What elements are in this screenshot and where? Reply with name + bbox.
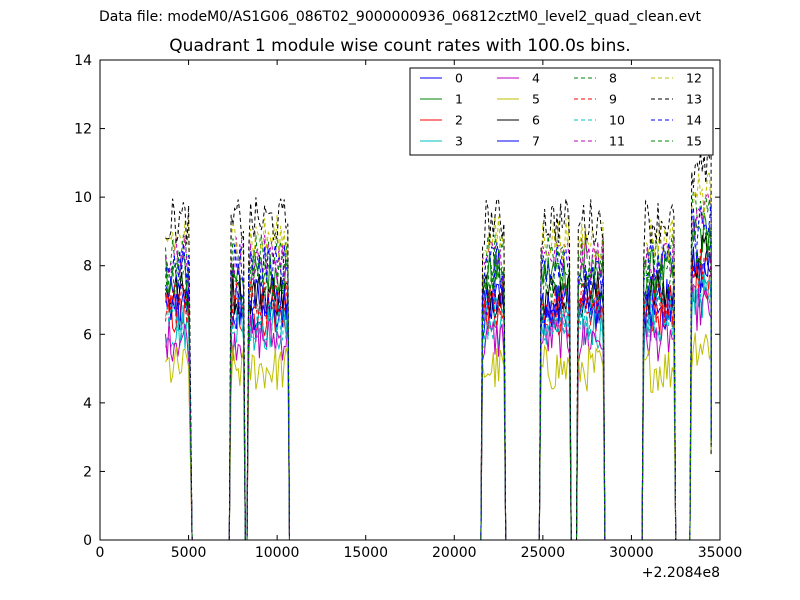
legend-label-0: 0 <box>455 71 463 86</box>
series-line-12 <box>165 169 712 541</box>
legend-label-11: 11 <box>609 134 625 149</box>
y-tick-label: 0 <box>83 533 92 549</box>
legend-label-14: 14 <box>686 113 702 128</box>
legend-label-1: 1 <box>455 92 463 107</box>
legend-label-9: 9 <box>609 92 617 107</box>
plot-frame <box>99 59 721 541</box>
legend-label-7: 7 <box>532 134 540 149</box>
y-tick-label: 10 <box>74 190 92 206</box>
x-tick-label: 5000 <box>171 545 207 561</box>
tick-layer: 0 5000 10000 15000 20000 25000 30000 35000 0 2 4 6 8… <box>74 53 742 561</box>
legend-label-3: 3 <box>455 134 463 149</box>
x-tick-label: 25000 <box>521 545 566 561</box>
series-line-13 <box>165 150 712 541</box>
legend-label-15: 15 <box>686 134 702 149</box>
series-line-10 <box>165 274 712 541</box>
legend-label-12: 12 <box>686 71 702 86</box>
legend-label-13: 13 <box>686 92 702 107</box>
legend-label-10: 10 <box>609 113 625 128</box>
legend-label-5: 5 <box>532 92 540 107</box>
x-tick-label: 10000 <box>255 545 300 561</box>
y-tick-label: 2 <box>83 464 92 480</box>
series-line-8 <box>165 190 712 541</box>
x-tick-label: 20000 <box>432 545 477 561</box>
y-tick-label: 4 <box>83 396 92 412</box>
chart-title: Quadrant 1 module wise count rates with … <box>169 36 631 56</box>
x-tick-label: 30000 <box>609 545 654 561</box>
series-line-5 <box>165 332 712 541</box>
suptitle: Data file: modeM0/AS1G06_086T02_90000009… <box>99 9 701 25</box>
legend-label-2: 2 <box>455 113 463 128</box>
x-tick-label: 0 <box>96 545 105 561</box>
x-offset-label: +2.2084e8 <box>642 565 720 581</box>
legend-label-4: 4 <box>532 71 540 86</box>
series-line-15 <box>165 224 712 541</box>
series-line-14 <box>165 203 712 541</box>
x-tick-label: 15000 <box>343 545 388 561</box>
series-line-3 <box>165 273 712 541</box>
series-layer <box>165 150 712 541</box>
y-tick-label: 8 <box>83 259 92 275</box>
x-tick-label: 35000 <box>698 545 743 561</box>
y-tick-label: 12 <box>74 122 92 138</box>
legend-label-6: 6 <box>532 113 540 128</box>
y-tick-label: 14 <box>74 53 92 69</box>
legend-box <box>409 67 714 156</box>
y-tick-label: 6 <box>83 327 92 343</box>
legend-label-8: 8 <box>609 71 617 86</box>
